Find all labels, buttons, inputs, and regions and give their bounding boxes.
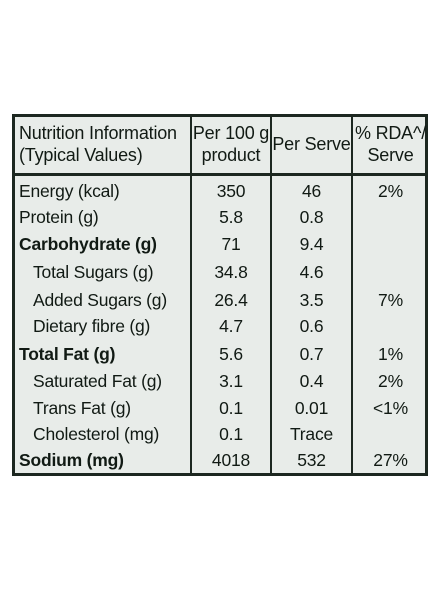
row-rda: <1% xyxy=(373,398,408,418)
row-label: Dietary fibre (g) xyxy=(33,316,151,336)
row-serve: Trace xyxy=(289,424,334,444)
row-per100: 71 xyxy=(221,234,241,254)
row-per100: 0.1 xyxy=(219,398,243,418)
row-serve: 0.6 xyxy=(299,316,324,336)
row-rda: 7% xyxy=(378,290,403,310)
row-label: Protein (g) xyxy=(19,207,99,227)
row-rda: 27% xyxy=(373,450,408,470)
row-label: Added Sugars (g) xyxy=(33,290,167,310)
row-per100: 34.8 xyxy=(214,262,248,282)
row-serve: 0.4 xyxy=(299,371,324,391)
column-divider xyxy=(190,117,192,473)
row-label: Total Sugars (g) xyxy=(33,262,154,282)
header-col2-line2: product xyxy=(201,145,261,165)
header-per-100g: Per 100 g product xyxy=(192,122,270,166)
column-divider xyxy=(270,117,272,473)
row-per100: 26.4 xyxy=(214,290,248,310)
row-label: Energy (kcal) xyxy=(19,181,120,201)
row-serve: 4.6 xyxy=(299,262,324,282)
row-serve: 0.7 xyxy=(299,344,324,364)
row-per100: 0.1 xyxy=(219,424,243,444)
row-serve: 46 xyxy=(301,181,322,201)
row-label: Trans Fat (g) xyxy=(33,398,131,418)
row-per100: 350 xyxy=(216,181,246,201)
row-serve: 3.5 xyxy=(299,290,324,310)
row-serve: 9.4 xyxy=(299,234,324,254)
row-per100: 5.8 xyxy=(219,207,243,227)
header-col1-line2: (Typical Values) xyxy=(19,145,143,165)
row-rda: 2% xyxy=(378,181,403,201)
row-serve: 532 xyxy=(297,450,326,470)
header-col2-line1: Per 100 g xyxy=(192,123,270,143)
header-nutrition-information: Nutrition Information (Typical Values) xyxy=(19,122,177,166)
header-rda: % RDA^/ Serve xyxy=(353,122,428,166)
column-divider xyxy=(351,117,353,473)
header-per-serve: Per Serve xyxy=(272,134,351,154)
row-rda: 2% xyxy=(378,371,403,391)
row-per100: 4.7 xyxy=(219,316,243,336)
header-col4-line1: % RDA^/ xyxy=(354,123,427,143)
row-per100: 4018 xyxy=(211,450,251,470)
header-col4-line2: Serve xyxy=(367,145,414,165)
row-label: Total Fat (g) xyxy=(19,344,116,364)
header-col1-line1: Nutrition Information xyxy=(19,123,177,143)
row-per100: 5.6 xyxy=(219,344,243,364)
header-divider xyxy=(15,173,425,176)
row-serve: 0.8 xyxy=(299,207,324,227)
nutrition-table: Nutrition Information (Typical Values) P… xyxy=(12,114,428,476)
row-serve: 0.01 xyxy=(294,398,329,418)
row-per100: 3.1 xyxy=(219,371,243,391)
row-label: Carbohydrate (g) xyxy=(19,234,157,254)
row-label: Cholesterol (mg) xyxy=(33,424,160,444)
row-label: Sodium (mg) xyxy=(19,450,124,470)
row-rda: 1% xyxy=(378,344,403,364)
row-label: Saturated Fat (g) xyxy=(33,371,162,391)
